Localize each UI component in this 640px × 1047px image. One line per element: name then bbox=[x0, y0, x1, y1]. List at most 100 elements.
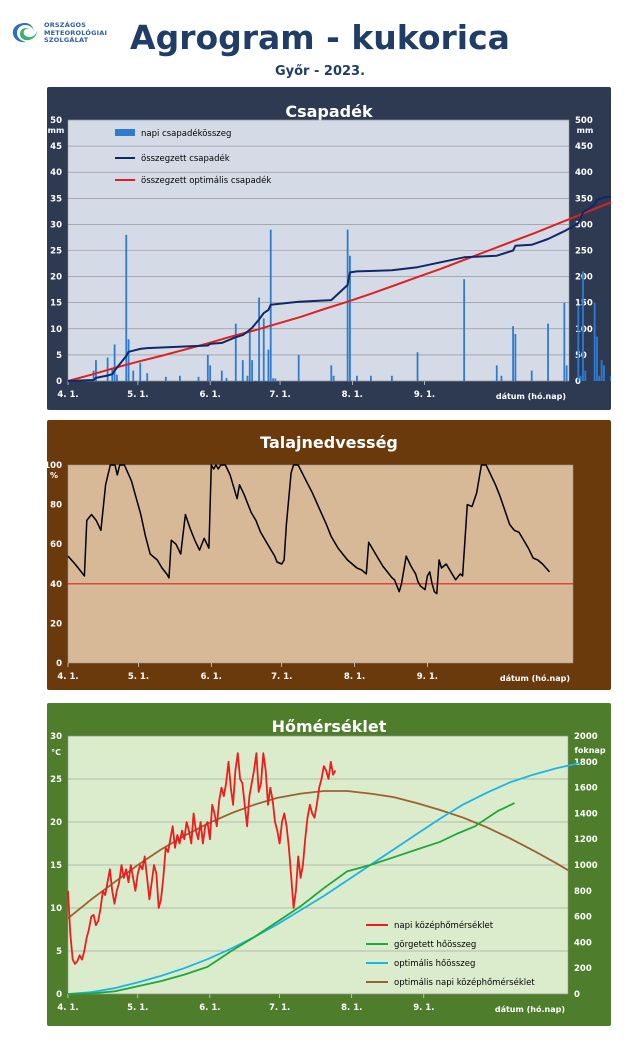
y-right-tick-label: 500 bbox=[575, 116, 593, 126]
y-right-tick-label: 250 bbox=[575, 247, 593, 257]
y-right-tick-label: 100 bbox=[575, 325, 593, 335]
precip-chart: Csapadék 4. 1. 5. 1. 6. 1. 7. 1. 8. 1. 9. 1. dá… bbox=[47, 87, 611, 410]
x-tick-label: 5. 1. bbox=[127, 1003, 148, 1013]
daily-precip-bar bbox=[274, 378, 277, 381]
y-right-tick-label: 350 bbox=[575, 194, 593, 204]
y-left-tick-label: 40 bbox=[50, 168, 62, 178]
daily-precip-bar bbox=[563, 302, 566, 381]
daily-precip-bar bbox=[241, 360, 244, 381]
y-right-tick-label: 1800 bbox=[574, 758, 598, 768]
y-right-tick-label: 1600 bbox=[574, 784, 598, 794]
daily-precip-bar bbox=[346, 229, 349, 381]
rolling-gdd-line bbox=[67, 802, 515, 995]
chart-title: Talajnedvesség bbox=[260, 433, 398, 452]
x-tick-label: 4. 1. bbox=[57, 390, 78, 400]
daily-precip-bar bbox=[370, 375, 372, 381]
y-left-tick-label: 25 bbox=[50, 247, 62, 257]
daily-precip-bar bbox=[332, 375, 335, 381]
daily-precip-bar bbox=[582, 271, 584, 381]
y-right-tick-label: 0 bbox=[575, 377, 581, 387]
cumulative-precip-line bbox=[67, 195, 611, 382]
x-tick-label: 4. 1. bbox=[57, 1003, 78, 1013]
daily-precip-bar bbox=[164, 376, 167, 381]
daily-precip-bar bbox=[258, 297, 260, 381]
y-right-tick-label: 200 bbox=[575, 273, 593, 283]
legend-optimal-gdd-label: optimális hőösszeg bbox=[394, 959, 475, 969]
daily-precip-bar bbox=[116, 374, 118, 381]
daily-precip-bar bbox=[349, 255, 351, 381]
legend-daily-temp-label: napi középhőmérséklet bbox=[394, 920, 494, 931]
legend-optimal-temp-label: optimális napi középhőmérséklet bbox=[394, 977, 535, 988]
x-tick-label: 7. 1. bbox=[269, 390, 290, 400]
y-left-tick-label: 100 bbox=[47, 461, 62, 471]
x-tick-label: 7. 1. bbox=[269, 1003, 290, 1013]
y-left-unit: mm bbox=[48, 126, 65, 135]
optimal-temp-line bbox=[67, 790, 569, 919]
x-tick-label: 4. 1. bbox=[57, 672, 78, 682]
daily-precip-bar bbox=[565, 365, 568, 381]
daily-precip-bar bbox=[596, 336, 598, 381]
y-left-tick-label: 25 bbox=[50, 775, 62, 785]
org-line-2: METEOROLÓGIAI bbox=[44, 28, 108, 37]
plot-area bbox=[67, 464, 574, 664]
daily-precip-bar bbox=[495, 365, 498, 381]
daily-precip-bar bbox=[95, 360, 97, 381]
daily-precip-bar bbox=[220, 370, 223, 381]
legend-label-daily: napi csapadékösszeg bbox=[141, 128, 231, 139]
daily-precip-bar bbox=[178, 375, 181, 381]
y-left-tick-label: 30 bbox=[50, 732, 62, 742]
legend-swatch-daily bbox=[115, 129, 135, 136]
y-right-tick-label: 1200 bbox=[574, 835, 598, 845]
daily-precip-bar bbox=[512, 326, 514, 381]
y-right-tick-label: 1400 bbox=[574, 809, 598, 819]
daily-temp-line bbox=[67, 752, 337, 965]
daily-precip-bar bbox=[356, 375, 358, 381]
daily-precip-bar bbox=[514, 334, 517, 381]
daily-precip-bar bbox=[225, 377, 228, 381]
y-left-tick-label: 15 bbox=[50, 861, 62, 871]
daily-precip-bar bbox=[593, 302, 596, 381]
y-left-tick-label: 0 bbox=[56, 990, 62, 1000]
x-tick-label: 9. 1. bbox=[417, 672, 438, 682]
y-left-tick-label: 35 bbox=[50, 194, 62, 204]
org-line-1: ORSZÁGOS bbox=[44, 21, 87, 29]
daily-precip-bar bbox=[297, 354, 300, 381]
daily-precip-bar bbox=[92, 370, 95, 381]
daily-precip-bar bbox=[125, 234, 128, 381]
y-left-tick-label: 5 bbox=[56, 947, 62, 957]
legend-rolling-gdd-label: görgetett hőösszeg bbox=[394, 940, 476, 950]
daily-precip-bar bbox=[267, 349, 270, 381]
daily-precip-bar bbox=[246, 375, 249, 381]
daily-precip-bar bbox=[577, 305, 580, 381]
y-left-unit: °C bbox=[51, 748, 61, 757]
daily-precip-bar bbox=[330, 365, 333, 381]
x-tick-label: 8. 1. bbox=[342, 390, 363, 400]
daily-precip-bar bbox=[547, 323, 549, 381]
legend-label-optimal: összegzett optimális csapadék bbox=[141, 175, 271, 186]
x-tick-label: 5. 1. bbox=[127, 390, 148, 400]
page-subtitle: Győr - 2023. bbox=[274, 64, 366, 79]
y-right-tick-label: 450 bbox=[575, 142, 593, 152]
daily-precip-bar bbox=[530, 370, 533, 381]
y-right-tick-label: 400 bbox=[574, 938, 592, 948]
x-tick-label: 6. 1. bbox=[200, 390, 221, 400]
daily-precip-bar bbox=[234, 323, 237, 381]
daily-precip-bar bbox=[206, 354, 209, 381]
y-left-tick-label: 15 bbox=[50, 299, 62, 309]
soil-moisture-line bbox=[67, 464, 551, 595]
y-left-tick-label: 10 bbox=[50, 325, 62, 335]
daily-precip-bar bbox=[132, 370, 135, 381]
x-tick-label: 8. 1. bbox=[341, 1003, 362, 1013]
x-axis-label: dátum (hó.nap) bbox=[495, 1004, 565, 1014]
daily-precip-bar bbox=[500, 375, 503, 381]
optimal-gdd-line bbox=[67, 762, 580, 995]
soil-chart: Talajnedvesség 4. 1. 5. 1. 6. 1. 7. 1. 8. 1. 9… bbox=[47, 420, 611, 690]
daily-precip-bar bbox=[610, 375, 611, 381]
logo-swirl-icon bbox=[12, 23, 37, 43]
daily-precip-bar bbox=[139, 362, 142, 381]
y-right-tick-label: 150 bbox=[575, 299, 593, 309]
x-tick-label: 6. 1. bbox=[201, 672, 222, 682]
y-left-tick-label: 40 bbox=[50, 580, 62, 590]
daily-precip-bar bbox=[146, 373, 149, 381]
x-tick-label: 5. 1. bbox=[128, 672, 149, 682]
